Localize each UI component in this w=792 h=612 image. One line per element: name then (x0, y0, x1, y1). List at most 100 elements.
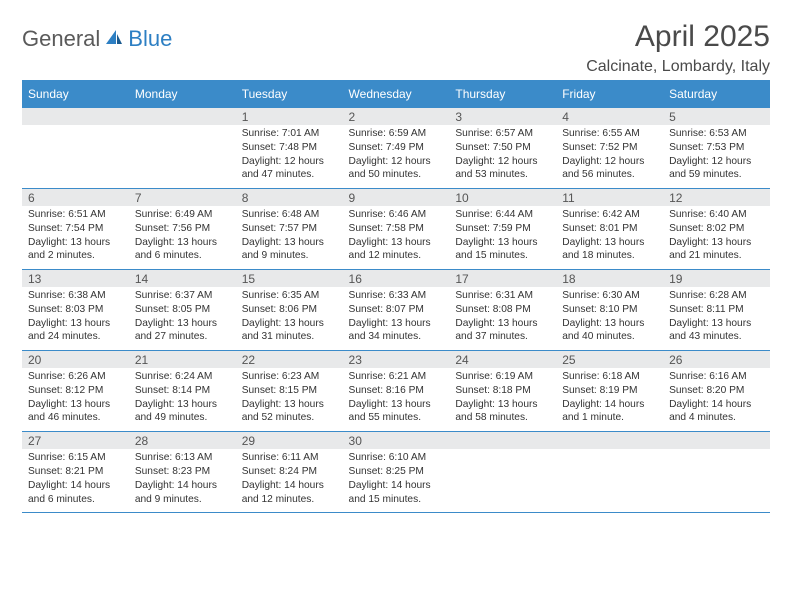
calendar-cell: 28Sunrise: 6:13 AMSunset: 8:23 PMDayligh… (129, 432, 236, 513)
day-number: 29 (236, 432, 343, 449)
calendar-cell: 18Sunrise: 6:30 AMSunset: 8:10 PMDayligh… (556, 270, 663, 351)
calendar-cell: 2Sunrise: 6:59 AMSunset: 7:49 PMDaylight… (343, 107, 450, 189)
day-body: Sunrise: 6:28 AMSunset: 8:11 PMDaylight:… (663, 287, 770, 350)
day-header-tuesday: Tuesday (236, 82, 343, 107)
day-number: 21 (129, 351, 236, 368)
day-body: Sunrise: 6:11 AMSunset: 8:24 PMDaylight:… (236, 449, 343, 512)
day-number: 12 (663, 189, 770, 206)
day-number: 23 (343, 351, 450, 368)
day-body: Sunrise: 6:40 AMSunset: 8:02 PMDaylight:… (663, 206, 770, 269)
calendar-row: 20Sunrise: 6:26 AMSunset: 8:12 PMDayligh… (22, 351, 770, 432)
calendar-cell: 17Sunrise: 6:31 AMSunset: 8:08 PMDayligh… (449, 270, 556, 351)
empty-day-body (663, 449, 770, 509)
day-body: Sunrise: 6:13 AMSunset: 8:23 PMDaylight:… (129, 449, 236, 512)
title-block: April 2025 Calcinate, Lombardy, Italy (586, 20, 770, 76)
calendar-cell: 14Sunrise: 6:37 AMSunset: 8:05 PMDayligh… (129, 270, 236, 351)
day-body: Sunrise: 6:42 AMSunset: 8:01 PMDaylight:… (556, 206, 663, 269)
day-body: Sunrise: 6:21 AMSunset: 8:16 PMDaylight:… (343, 368, 450, 431)
day-body: Sunrise: 6:33 AMSunset: 8:07 PMDaylight:… (343, 287, 450, 350)
day-body: Sunrise: 6:18 AMSunset: 8:19 PMDaylight:… (556, 368, 663, 431)
day-number: 14 (129, 270, 236, 287)
calendar-cell: 21Sunrise: 6:24 AMSunset: 8:14 PMDayligh… (129, 351, 236, 432)
day-body: Sunrise: 6:59 AMSunset: 7:49 PMDaylight:… (343, 125, 450, 188)
day-body: Sunrise: 7:01 AMSunset: 7:48 PMDaylight:… (236, 125, 343, 188)
logo-sail-icon (104, 28, 124, 51)
day-header-monday: Monday (129, 82, 236, 107)
day-number: 27 (22, 432, 129, 449)
day-number: 26 (663, 351, 770, 368)
empty-day-number (663, 432, 770, 449)
day-body: Sunrise: 6:53 AMSunset: 7:53 PMDaylight:… (663, 125, 770, 188)
day-body: Sunrise: 6:46 AMSunset: 7:58 PMDaylight:… (343, 206, 450, 269)
calendar-cell: 10Sunrise: 6:44 AMSunset: 7:59 PMDayligh… (449, 189, 556, 270)
day-body: Sunrise: 6:26 AMSunset: 8:12 PMDaylight:… (22, 368, 129, 431)
empty-day-number (449, 432, 556, 449)
empty-day-body (22, 125, 129, 185)
calendar-cell: 4Sunrise: 6:55 AMSunset: 7:52 PMDaylight… (556, 107, 663, 189)
calendar-cell: 13Sunrise: 6:38 AMSunset: 8:03 PMDayligh… (22, 270, 129, 351)
day-header-row: SundayMondayTuesdayWednesdayThursdayFrid… (22, 82, 770, 107)
calendar-row: 27Sunrise: 6:15 AMSunset: 8:21 PMDayligh… (22, 432, 770, 513)
calendar-cell: 9Sunrise: 6:46 AMSunset: 7:58 PMDaylight… (343, 189, 450, 270)
empty-day-body (449, 449, 556, 509)
day-number: 11 (556, 189, 663, 206)
empty-day-body (556, 449, 663, 509)
day-number: 19 (663, 270, 770, 287)
calendar-cell: 6Sunrise: 6:51 AMSunset: 7:54 PMDaylight… (22, 189, 129, 270)
empty-day-number (129, 108, 236, 125)
day-body: Sunrise: 6:24 AMSunset: 8:14 PMDaylight:… (129, 368, 236, 431)
calendar-row: 6Sunrise: 6:51 AMSunset: 7:54 PMDaylight… (22, 189, 770, 270)
day-number: 5 (663, 108, 770, 125)
day-body: Sunrise: 6:23 AMSunset: 8:15 PMDaylight:… (236, 368, 343, 431)
calendar-cell: 11Sunrise: 6:42 AMSunset: 8:01 PMDayligh… (556, 189, 663, 270)
logo-text-blue: Blue (128, 26, 172, 52)
day-body: Sunrise: 6:55 AMSunset: 7:52 PMDaylight:… (556, 125, 663, 188)
day-number: 10 (449, 189, 556, 206)
day-number: 17 (449, 270, 556, 287)
calendar-cell: 7Sunrise: 6:49 AMSunset: 7:56 PMDaylight… (129, 189, 236, 270)
calendar-cell: 1Sunrise: 7:01 AMSunset: 7:48 PMDaylight… (236, 107, 343, 189)
day-number: 6 (22, 189, 129, 206)
calendar-cell (663, 432, 770, 513)
calendar-cell: 30Sunrise: 6:10 AMSunset: 8:25 PMDayligh… (343, 432, 450, 513)
calendar-row: 13Sunrise: 6:38 AMSunset: 8:03 PMDayligh… (22, 270, 770, 351)
calendar-cell (129, 107, 236, 189)
calendar-cell: 12Sunrise: 6:40 AMSunset: 8:02 PMDayligh… (663, 189, 770, 270)
day-number: 28 (129, 432, 236, 449)
calendar-cell (22, 107, 129, 189)
calendar-cell: 23Sunrise: 6:21 AMSunset: 8:16 PMDayligh… (343, 351, 450, 432)
day-header-sunday: Sunday (22, 82, 129, 107)
day-number: 3 (449, 108, 556, 125)
day-number: 30 (343, 432, 450, 449)
day-number: 9 (343, 189, 450, 206)
calendar-cell (449, 432, 556, 513)
day-body: Sunrise: 6:51 AMSunset: 7:54 PMDaylight:… (22, 206, 129, 269)
day-body: Sunrise: 6:48 AMSunset: 7:57 PMDaylight:… (236, 206, 343, 269)
calendar-cell: 22Sunrise: 6:23 AMSunset: 8:15 PMDayligh… (236, 351, 343, 432)
day-body: Sunrise: 6:38 AMSunset: 8:03 PMDaylight:… (22, 287, 129, 350)
header: General Blue April 2025 Calcinate, Lomba… (22, 20, 770, 76)
day-header-saturday: Saturday (663, 82, 770, 107)
calendar-cell: 16Sunrise: 6:33 AMSunset: 8:07 PMDayligh… (343, 270, 450, 351)
day-number: 25 (556, 351, 663, 368)
calendar-cell: 20Sunrise: 6:26 AMSunset: 8:12 PMDayligh… (22, 351, 129, 432)
day-header-thursday: Thursday (449, 82, 556, 107)
day-body: Sunrise: 6:10 AMSunset: 8:25 PMDaylight:… (343, 449, 450, 512)
calendar-table: SundayMondayTuesdayWednesdayThursdayFrid… (22, 82, 770, 513)
calendar-cell: 8Sunrise: 6:48 AMSunset: 7:57 PMDaylight… (236, 189, 343, 270)
day-body: Sunrise: 6:49 AMSunset: 7:56 PMDaylight:… (129, 206, 236, 269)
month-title: April 2025 (586, 20, 770, 54)
day-body: Sunrise: 6:19 AMSunset: 8:18 PMDaylight:… (449, 368, 556, 431)
calendar-cell: 5Sunrise: 6:53 AMSunset: 7:53 PMDaylight… (663, 107, 770, 189)
day-number: 2 (343, 108, 450, 125)
day-body: Sunrise: 6:31 AMSunset: 8:08 PMDaylight:… (449, 287, 556, 350)
calendar-cell: 26Sunrise: 6:16 AMSunset: 8:20 PMDayligh… (663, 351, 770, 432)
day-number: 20 (22, 351, 129, 368)
day-number: 24 (449, 351, 556, 368)
empty-day-number (22, 108, 129, 125)
day-body: Sunrise: 6:30 AMSunset: 8:10 PMDaylight:… (556, 287, 663, 350)
calendar-cell: 25Sunrise: 6:18 AMSunset: 8:19 PMDayligh… (556, 351, 663, 432)
calendar-cell: 29Sunrise: 6:11 AMSunset: 8:24 PMDayligh… (236, 432, 343, 513)
empty-day-number (556, 432, 663, 449)
day-number: 1 (236, 108, 343, 125)
